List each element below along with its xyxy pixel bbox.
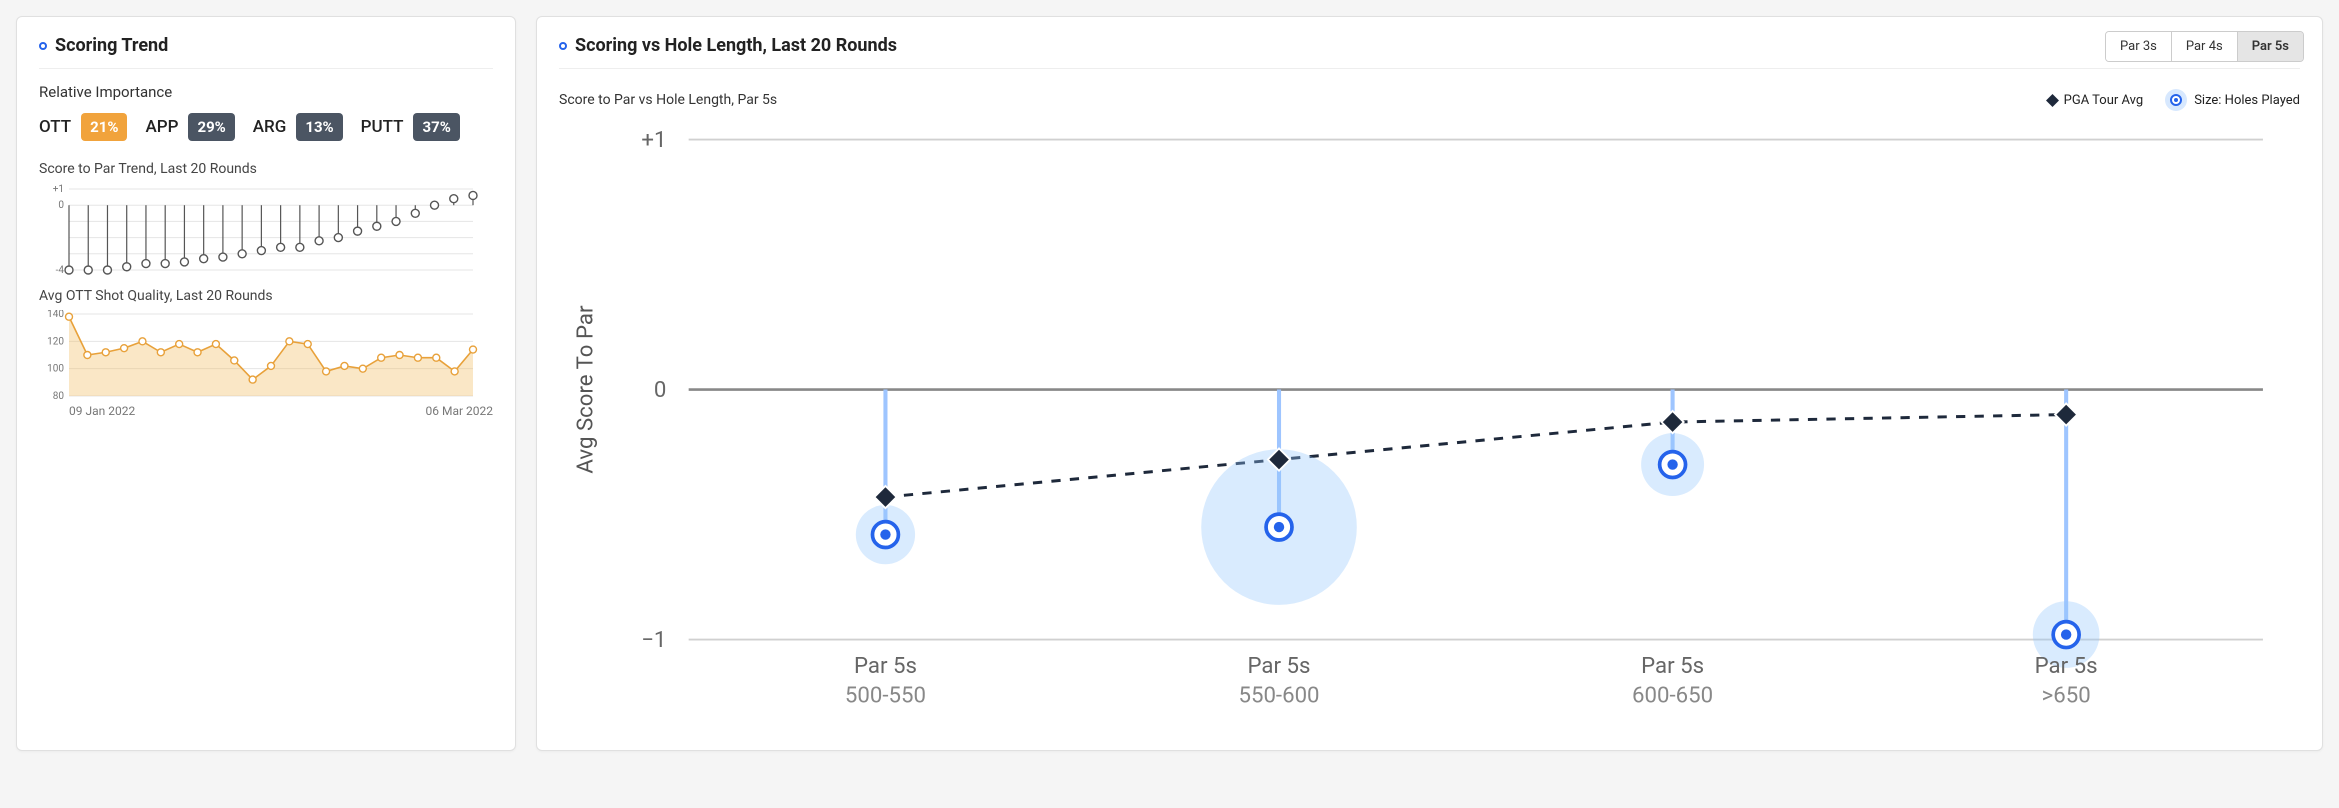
svg-text:550-600: 550-600: [1238, 683, 1319, 709]
relative-importance-row: OTT 21% APP 29% ARG 13% PUTT 37%: [39, 113, 493, 141]
scoring-vs-length-chart: +1 0 −1 Avg Score To Par Par 5s 500-550 Par 5s…: [559, 121, 2300, 732]
bullet-icon: [559, 42, 567, 50]
tab-par5s[interactable]: Par 5s: [2238, 32, 2303, 61]
right-subheader-row: Score to Par vs Hole Length, Par 5s PGA …: [559, 89, 2300, 111]
legend-pga-label: PGA Tour Avg: [2064, 93, 2144, 108]
stat-label-ott: OTT: [39, 117, 71, 137]
trend-x-axis-labels: 09 Jan 2022 06 Mar 2022: [69, 404, 493, 418]
tab-par4s[interactable]: Par 4s: [2172, 32, 2238, 61]
scoring-trend-card: Scoring Trend Relative Importance OTT 21%…: [16, 16, 516, 751]
score-trend-chart: +1 0 -4: [39, 183, 493, 278]
svg-text:Par 5s: Par 5s: [2035, 653, 2098, 679]
relative-importance-label: Relative Importance: [39, 83, 493, 101]
diamond-icon: [2046, 94, 2059, 107]
par-tabs: Par 3sPar 4sPar 5s: [2105, 31, 2304, 62]
scoring-trend-header: Scoring Trend: [39, 35, 493, 69]
legend: PGA Tour Avg Size: Holes Played: [2048, 89, 2300, 111]
stat-badge-putt: 37%: [413, 113, 459, 141]
bullet-icon: [39, 42, 47, 50]
ott-quality-chart: 140 120 100 80: [39, 310, 493, 400]
svg-text:Par 5s: Par 5s: [1641, 653, 1704, 679]
x-end-label: 06 Mar 2022: [426, 404, 494, 418]
svg-text:-4: -4: [56, 265, 65, 276]
stat-badge-ott: 21%: [81, 113, 127, 141]
legend-pga-avg: PGA Tour Avg: [2048, 93, 2144, 108]
stat-badge-app: 29%: [188, 113, 234, 141]
stat-badge-arg: 13%: [296, 113, 342, 141]
stat-label-app: APP: [145, 117, 178, 137]
svg-text:+1: +1: [641, 127, 666, 153]
svg-text:120: 120: [47, 336, 64, 347]
svg-text:−1: −1: [641, 627, 666, 653]
svg-text:80: 80: [53, 391, 65, 400]
svg-text:500-550: 500-550: [845, 683, 926, 709]
svg-text:>650: >650: [2042, 683, 2091, 709]
stat-label-arg: ARG: [253, 117, 287, 137]
scoring-vs-length-card: Scoring vs Hole Length, Last 20 Rounds P…: [536, 16, 2323, 751]
scoring-vs-length-header: Scoring vs Hole Length, Last 20 Rounds: [559, 35, 2300, 69]
svg-text:Avg Score To Par: Avg Score To Par: [572, 305, 598, 474]
svg-text:100: 100: [47, 364, 64, 375]
tab-par3s[interactable]: Par 3s: [2106, 32, 2172, 61]
legend-size-label: Size: Holes Played: [2194, 93, 2300, 108]
svg-text:Par 5s: Par 5s: [854, 653, 917, 679]
scoring-vs-length-title: Scoring vs Hole Length, Last 20 Rounds: [575, 35, 897, 56]
x-start-label: 09 Jan 2022: [69, 404, 135, 418]
svg-text:+1: +1: [53, 184, 64, 195]
score-trend-subtitle: Score to Par Trend, Last 20 Rounds: [39, 161, 493, 177]
svg-text:0: 0: [58, 200, 64, 211]
svg-text:0: 0: [654, 377, 667, 403]
svg-text:140: 140: [47, 310, 64, 320]
ott-quality-subtitle: Avg OTT Shot Quality, Last 20 Rounds: [39, 288, 493, 304]
scoring-vs-length-subtitle: Score to Par vs Hole Length, Par 5s: [559, 92, 777, 108]
stat-label-putt: PUTT: [361, 117, 404, 137]
size-ring-icon: [2165, 89, 2187, 111]
svg-text:Par 5s: Par 5s: [1248, 653, 1311, 679]
legend-size: Size: Holes Played: [2165, 89, 2300, 111]
svg-text:600-650: 600-650: [1632, 683, 1713, 709]
scoring-trend-title: Scoring Trend: [55, 35, 168, 56]
